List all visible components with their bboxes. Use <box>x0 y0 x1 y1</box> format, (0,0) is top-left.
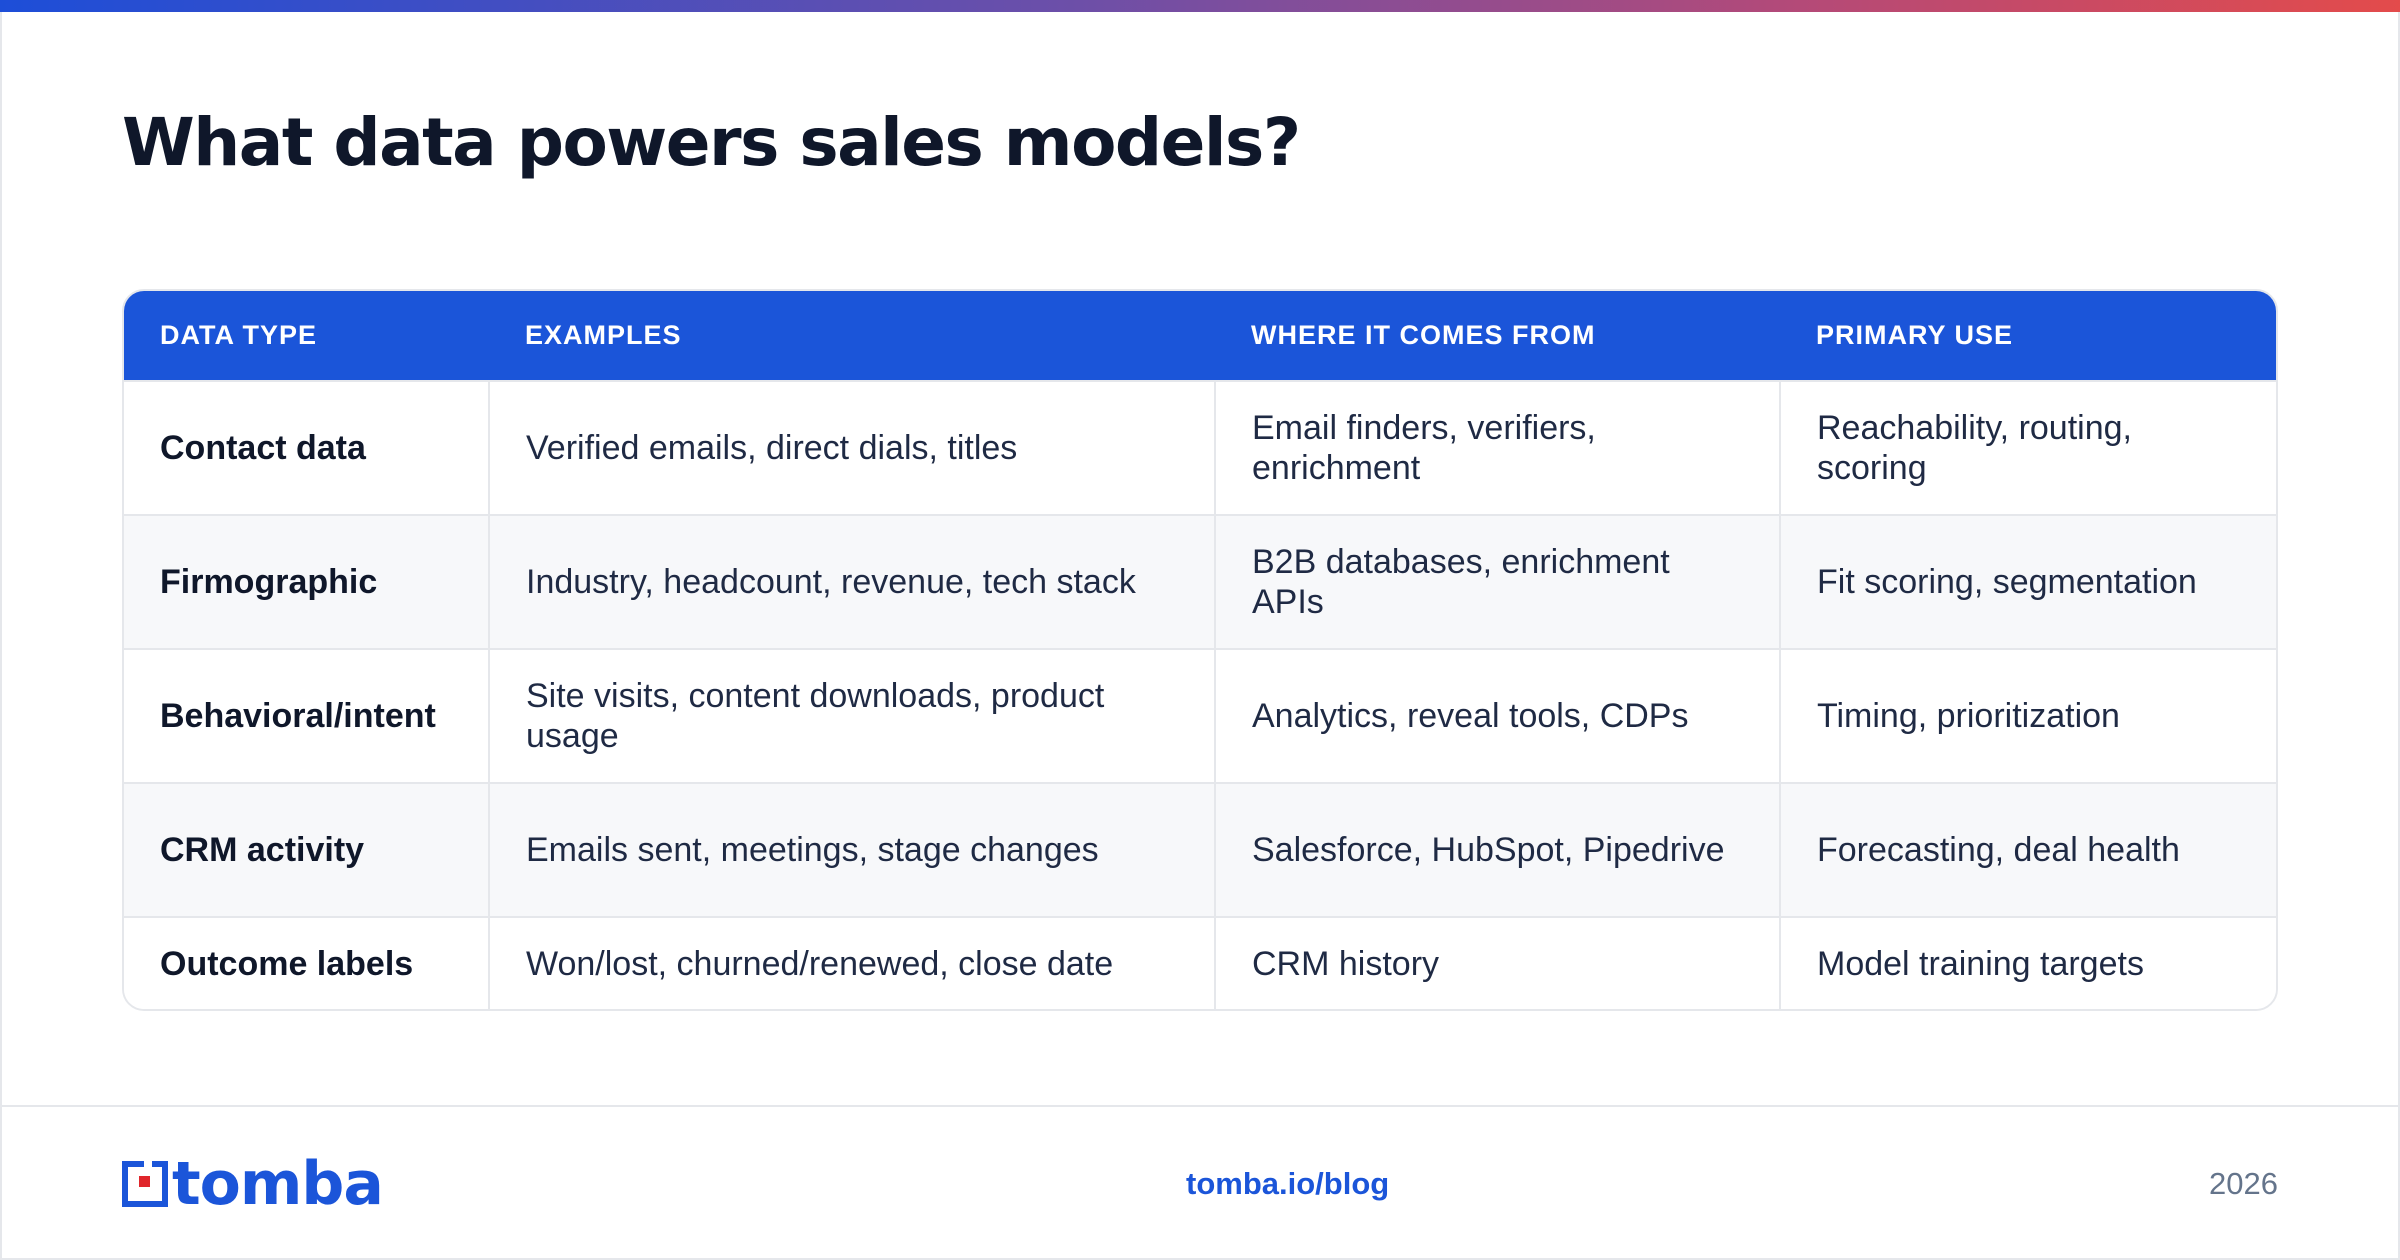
cell-examples: Emails sent, meetings, stage changes <box>488 782 1215 917</box>
cell-examples: Verified emails, direct dials, titles <box>488 380 1215 515</box>
cell-source: Salesforce, HubSpot, Pipedrive <box>1214 782 1780 917</box>
cell-primary-use: Forecasting, deal health <box>1779 782 2276 917</box>
footer-divider <box>0 1105 2400 1107</box>
data-table: DATA TYPE EXAMPLES WHERE IT COMES FROM P… <box>122 289 2278 1011</box>
table-row: Outcome labels Won/lost, churned/renewed… <box>124 916 2276 1009</box>
cell-data-type: CRM activity <box>124 782 489 917</box>
table-row: Behavioral/intent Site visits, content d… <box>124 648 2276 783</box>
tomba-logo[interactable]: tomba <box>122 1149 384 1219</box>
cell-examples: Site visits, content downloads, product … <box>488 648 1215 783</box>
tomba-logo-icon <box>122 1161 168 1207</box>
header-data-type: DATA TYPE <box>160 320 317 350</box>
cell-data-type: Contact data <box>124 380 489 515</box>
cell-primary-use: Timing, prioritization <box>1779 648 2276 783</box>
table-row: Contact data Verified emails, direct dia… <box>124 380 2276 515</box>
cell-primary-use: Model training targets <box>1779 916 2276 1009</box>
cell-primary-use: Reachability, routing, scoring <box>1779 380 2276 515</box>
table-header-row: DATA TYPE EXAMPLES WHERE IT COMES FROM P… <box>124 291 2276 381</box>
blog-link[interactable]: tomba.io/blog <box>1186 1166 1390 1201</box>
cell-data-type: Behavioral/intent <box>124 648 489 783</box>
cell-examples: Won/lost, churned/renewed, close date <box>488 916 1215 1009</box>
table-row: Firmographic Industry, headcount, revenu… <box>124 514 2276 649</box>
footer-year: 2026 <box>2209 1166 2278 1201</box>
cell-source: CRM history <box>1214 916 1780 1009</box>
logo-wordmark: tomba <box>172 1149 384 1219</box>
header-primary-use: PRIMARY USE <box>1816 320 2014 350</box>
cell-source: B2B databases, enrichment APIs <box>1214 514 1780 649</box>
header-examples: EXAMPLES <box>525 320 682 350</box>
cell-source: Email finders, verifiers, enrichment <box>1214 380 1780 515</box>
cell-examples: Industry, headcount, revenue, tech stack <box>488 514 1215 649</box>
cell-source: Analytics, reveal tools, CDPs <box>1214 648 1780 783</box>
cell-data-type: Firmographic <box>124 514 489 649</box>
cell-primary-use: Fit scoring, segmentation <box>1779 514 2276 649</box>
cell-data-type: Outcome labels <box>124 916 489 1009</box>
table-row: CRM activity Emails sent, meetings, stag… <box>124 782 2276 917</box>
top-gradient-bar <box>0 0 2400 12</box>
header-source: WHERE IT COMES FROM <box>1251 320 1596 350</box>
page-title: What data powers sales models? <box>122 104 1301 181</box>
